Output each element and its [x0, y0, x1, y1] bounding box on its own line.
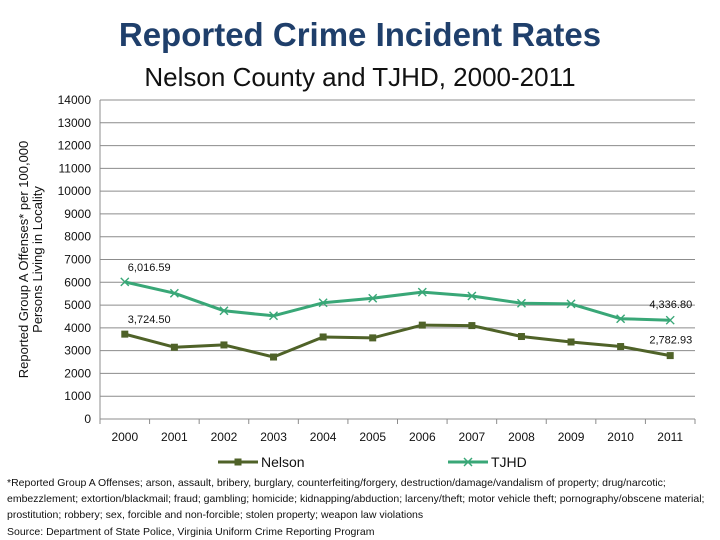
- data-labels: 6,016.59 4,336.80 3,724.50 2,782.93: [128, 262, 692, 347]
- y-axis-title-line: Reported Group A Offenses* per 100,000: [16, 141, 31, 379]
- tjhd-point-stroke: [318, 298, 328, 308]
- slide-subtitle: Nelson County and TJHD, 2000-2011: [144, 62, 576, 92]
- data-label: 4,336.80: [649, 299, 692, 311]
- nelson-point: [270, 353, 278, 361]
- y-axis-title: Reported Group A Offenses* per 100,000Pe…: [16, 141, 45, 379]
- gridlines: [100, 99, 695, 397]
- x-tick-label: 2000: [111, 430, 138, 444]
- data-label: 3,724.50: [128, 314, 171, 326]
- tjhd-point-stroke: [169, 288, 179, 298]
- nelson-point: [319, 333, 327, 341]
- y-tick-label: 6000: [64, 275, 91, 289]
- nelson-point: [617, 343, 625, 351]
- x-tick-label: 2010: [607, 430, 634, 444]
- y-tick-label: 8000: [64, 230, 91, 244]
- y-tick-label: 10000: [58, 184, 92, 198]
- tjhd-point-stroke: [467, 291, 477, 301]
- footnote: *Reported Group A Offenses; arson, assau…: [7, 477, 705, 521]
- slide-title: Reported Crime Incident Rates: [118, 16, 602, 53]
- x-tick-label: 2004: [310, 430, 337, 444]
- x-tick-label: 2005: [359, 430, 386, 444]
- nelson-point: [418, 321, 426, 329]
- x-tick-label: 2007: [459, 430, 486, 444]
- nelson-point: [369, 334, 377, 342]
- tjhd-point: [463, 457, 473, 467]
- y-tick-label: 12000: [58, 139, 92, 153]
- x-tick-label: 2011: [657, 430, 683, 444]
- tjhd-point-stroke: [368, 293, 378, 303]
- tjhd-point: [467, 291, 477, 301]
- nelson-legend-item: Nelson: [218, 454, 305, 470]
- tjhd-point: [516, 298, 526, 308]
- tjhd-point: [368, 293, 378, 303]
- y-tick-label: 0: [84, 412, 91, 426]
- tjhd-point: [318, 298, 328, 308]
- tjhd-point-stroke: [120, 277, 130, 287]
- tjhd-point: [665, 315, 675, 325]
- y-axis-title-line: Persons Living in Locality: [30, 186, 45, 333]
- x-tick-label: 2001: [161, 430, 188, 444]
- y-tick-label: 4000: [64, 321, 91, 335]
- y-tick-label: 1000: [64, 389, 91, 403]
- nelson-point: [234, 458, 242, 466]
- tjhd-point: [120, 277, 130, 287]
- axes: 0 1000 2000 3000 4000 5000 6000 7000 8000 9000 100…: [58, 93, 696, 444]
- tjhd-point-stroke: [417, 287, 427, 297]
- x-tick-label: 2002: [211, 430, 238, 444]
- nelson-point: [121, 330, 129, 338]
- x-tick-label: 2006: [409, 430, 436, 444]
- tjhd-point-stroke: [665, 315, 675, 325]
- nelson-legend-label: Nelson: [261, 454, 305, 470]
- tjhd-point-stroke: [269, 311, 279, 321]
- nelson-point: [220, 341, 228, 349]
- y-tick-label: 7000: [64, 253, 91, 267]
- tjhd-legend-label: TJHD: [491, 454, 527, 470]
- tjhd-point-stroke: [516, 298, 526, 308]
- y-tick-label: 13000: [58, 116, 92, 130]
- tjhd-point: [417, 287, 427, 297]
- tjhd-point-stroke: [463, 457, 473, 467]
- source-note: Source: Department of State Police, Virg…: [7, 526, 375, 538]
- nelson-point: [517, 333, 525, 341]
- nelson-point: [666, 352, 674, 360]
- series-lines: [120, 277, 675, 361]
- nelson-point: [468, 322, 476, 330]
- legend: Nelson TJHD: [218, 454, 527, 470]
- y-tick-label: 9000: [64, 207, 91, 221]
- nelson-series-line: [124, 323, 671, 359]
- nelson-point: [567, 338, 575, 346]
- tjhd-point-stroke: [616, 314, 626, 324]
- tjhd-point: [269, 311, 279, 321]
- y-tick-label: 2000: [64, 366, 91, 380]
- nelson-point: [170, 343, 178, 351]
- tjhd-series-line: [124, 280, 671, 322]
- y-tick-label: 5000: [64, 298, 91, 312]
- x-tick-label: 2003: [260, 430, 287, 444]
- data-label: 6,016.59: [128, 262, 171, 274]
- data-label: 2,782.93: [649, 335, 692, 347]
- tjhd-point: [219, 306, 229, 316]
- tjhd-point-stroke: [219, 306, 229, 316]
- x-tick-label: 2008: [508, 430, 535, 444]
- tjhd-legend-item: TJHD: [448, 454, 527, 470]
- tjhd-point: [169, 288, 179, 298]
- tjhd-point-stroke: [566, 299, 576, 309]
- y-tick-label: 14000: [58, 93, 92, 107]
- y-tick-label: 11000: [59, 161, 92, 175]
- tjhd-point: [566, 299, 576, 309]
- tjhd-point: [616, 314, 626, 324]
- x-tick-label: 2009: [558, 430, 585, 444]
- y-tick-label: 3000: [64, 344, 91, 358]
